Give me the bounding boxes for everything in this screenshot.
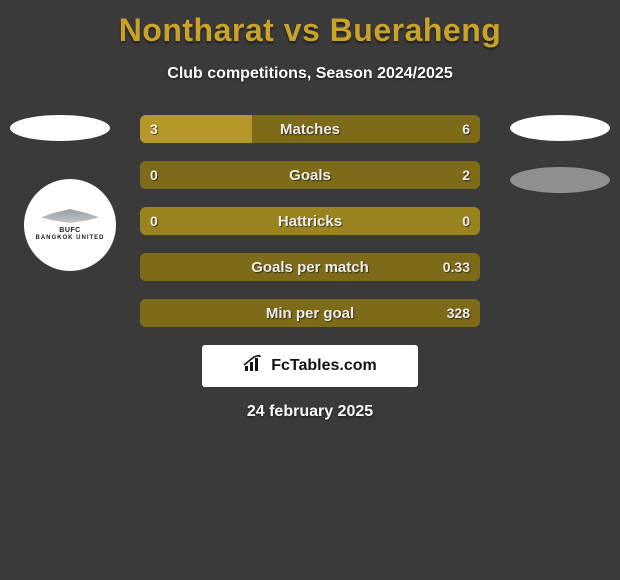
page-title: Nontharat vs Bueraheng <box>0 0 620 49</box>
club-logo: BUFC BANGKOK UNITED <box>24 179 116 271</box>
stat-value-right: 0 <box>462 207 470 235</box>
chart-icon <box>243 355 265 378</box>
brand-text: FcTables.com <box>271 357 377 375</box>
club-logo-line1: BUFC <box>59 227 80 234</box>
footer-date: 24 february 2025 <box>0 403 620 421</box>
stat-bars: 36Matches 02Goals 0 0Hattricks 0.33Goals per… <box>140 115 480 327</box>
stat-bar-right <box>140 253 480 281</box>
subtitle: Club competitions, Season 2024/2025 <box>0 65 620 83</box>
player-left-badge <box>10 115 110 141</box>
club-logo-line2: BANGKOK UNITED <box>36 235 105 241</box>
stat-bar-right <box>140 299 480 327</box>
stat-row: 02Goals <box>140 161 480 189</box>
stat-bar-right <box>252 115 480 143</box>
stat-row: 0 0Hattricks <box>140 207 480 235</box>
wing-icon <box>41 209 99 223</box>
brand-logo: FcTables.com <box>202 345 418 387</box>
player-right-badge-2 <box>510 167 610 193</box>
stat-label: Hattricks <box>140 207 480 235</box>
stat-row: 36Matches <box>140 115 480 143</box>
stat-bar-right <box>140 161 480 189</box>
player-right-badge <box>510 115 610 141</box>
stat-value-left: 0 <box>150 207 158 235</box>
stat-bar-left <box>140 115 252 143</box>
comparison-chart: BUFC BANGKOK UNITED 36Matches 02Goals 0 0Ha… <box>0 115 620 327</box>
stat-row: 0.33Goals per match <box>140 253 480 281</box>
stat-row: 328Min per goal <box>140 299 480 327</box>
